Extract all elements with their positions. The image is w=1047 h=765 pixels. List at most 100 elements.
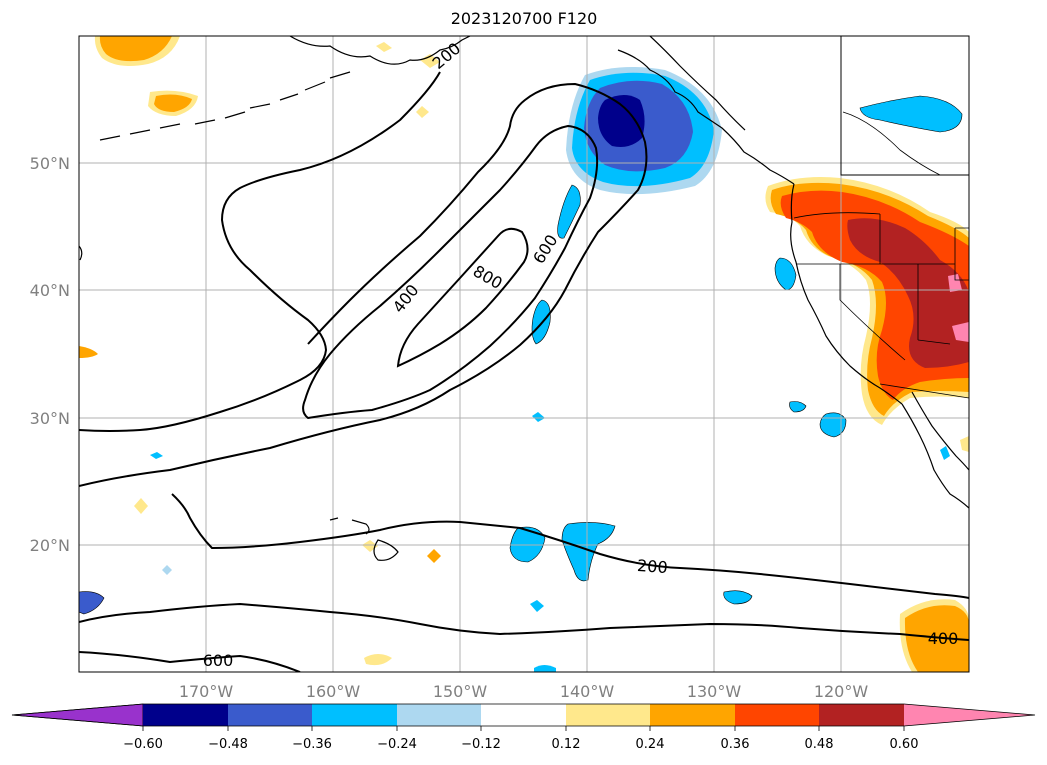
contour-200-pacific bbox=[79, 82, 648, 487]
coastlines bbox=[79, 36, 969, 561]
map-title: 2023120700 F120 bbox=[450, 9, 598, 28]
colorbar-extend-high bbox=[904, 704, 1035, 726]
contour-label-800: 800 bbox=[470, 261, 506, 293]
border-canada-us bbox=[840, 36, 969, 176]
warm-area-small-e bbox=[364, 654, 392, 666]
lon-tick-120w: 120°W bbox=[814, 682, 869, 701]
pink-area-us-west-b bbox=[952, 322, 969, 342]
coast-aleutians bbox=[99, 71, 351, 141]
colorbar-bin-6 bbox=[566, 704, 650, 726]
lon-tick-160w: 160°W bbox=[306, 682, 361, 701]
colorbar-bin-4 bbox=[397, 704, 481, 726]
warm-area-small-d bbox=[362, 540, 378, 552]
warm-area-small-i bbox=[960, 436, 969, 452]
coast-gulf-california bbox=[911, 391, 969, 471]
colorbar-tick-labels: −0.60 −0.48 −0.36 −0.24 −0.12 0.12 0.24 … bbox=[123, 737, 918, 752]
contour-400-south bbox=[79, 602, 969, 641]
coast-west-edge bbox=[79, 245, 83, 261]
warm-area-small-h bbox=[376, 42, 392, 52]
lon-tick-140w: 140°W bbox=[560, 682, 615, 701]
blue-blob-small-e bbox=[162, 565, 172, 575]
colorbar-bin-1 bbox=[143, 704, 228, 726]
colorbar-tick-label: 0.60 bbox=[890, 737, 919, 752]
warm-area-sw-orange bbox=[904, 605, 969, 672]
lat-tick-20: 20°N bbox=[30, 536, 70, 555]
colorbar-bin-7 bbox=[650, 704, 735, 726]
border-states bbox=[793, 212, 969, 399]
colorbar-tick-label: −0.36 bbox=[292, 737, 332, 752]
gridlines bbox=[79, 36, 969, 672]
contour-600-south bbox=[79, 651, 301, 672]
colorbar-bin-3 bbox=[312, 704, 397, 726]
contour-400-north bbox=[79, 71, 441, 432]
blue-blob-coast-c bbox=[789, 401, 807, 413]
coast-us-west bbox=[790, 183, 903, 405]
colorbar-tick-label: 0.48 bbox=[805, 737, 834, 752]
coast-bc-inland bbox=[649, 36, 746, 131]
pink-area-us-west-a bbox=[948, 274, 962, 292]
lon-tick-150w: 150°W bbox=[433, 682, 488, 701]
border-alaska-canada bbox=[842, 111, 941, 176]
height-contours bbox=[79, 71, 969, 672]
colorbar-tick-label: 0.24 bbox=[636, 737, 665, 752]
contour-400-inner bbox=[302, 124, 599, 420]
colorbar-bin-9 bbox=[819, 704, 904, 726]
blue-blob-canada bbox=[859, 95, 963, 133]
blue-blob-coast-b bbox=[819, 412, 847, 438]
contour-label-200-north: 200 bbox=[429, 39, 465, 73]
blue-blob-south-b bbox=[561, 522, 616, 582]
lat-tick-30: 30°N bbox=[30, 409, 70, 428]
warm-area-top-left-orange bbox=[99, 36, 172, 62]
blue-blob-small-b bbox=[532, 412, 545, 422]
lat-tick-50: 50°N bbox=[30, 154, 70, 173]
colorbar-tick-label: −0.60 bbox=[123, 737, 163, 752]
lat-tick-40: 40°N bbox=[30, 281, 70, 300]
colorbar-tick-label: −0.48 bbox=[208, 737, 248, 752]
coast-alaska-south bbox=[289, 36, 471, 65]
contour-label-200: 200 bbox=[636, 556, 668, 577]
coast-baja bbox=[901, 403, 969, 509]
contour-600 bbox=[171, 493, 969, 599]
warm-area-small-g bbox=[420, 54, 440, 68]
contour-800-core bbox=[396, 227, 529, 368]
contour-label-400-south: 400 bbox=[928, 629, 959, 648]
coast-hawaii bbox=[329, 517, 399, 561]
blue-blob-small-a bbox=[530, 600, 544, 612]
colorbar: −0.60 −0.48 −0.36 −0.24 −0.12 0.12 0.24 … bbox=[11, 703, 1036, 752]
blue-blob-coast-a bbox=[774, 257, 797, 291]
lon-tick-170w: 170°W bbox=[179, 682, 234, 701]
colorbar-tick-label: −0.12 bbox=[461, 737, 501, 752]
blue-blob-mid bbox=[531, 299, 551, 345]
blue-streak-south bbox=[557, 184, 581, 239]
colorbar-ticks bbox=[142, 726, 905, 731]
navy-area-gulf-alaska bbox=[598, 95, 645, 147]
blue-blob-small-d bbox=[150, 452, 163, 459]
lat-tick-labels: 50°N 40°N 30°N 20°N bbox=[30, 154, 70, 555]
contour-label-600-south: 600 bbox=[203, 651, 234, 670]
colorbar-bin-8 bbox=[735, 704, 819, 726]
colorbar-tick-label: 0.12 bbox=[552, 737, 581, 752]
blue-blob-small-f bbox=[940, 446, 950, 460]
warm-area-small-c bbox=[427, 549, 441, 563]
warm-area-small-a bbox=[79, 346, 98, 358]
map-area: 400 600 800 200 400 600 200 bbox=[79, 36, 969, 672]
warm-area-us-west-darkred bbox=[847, 218, 969, 368]
colorbar-extend-low bbox=[11, 703, 144, 727]
coast-se-alaska-bc bbox=[617, 49, 795, 185]
blue-blob-small-c bbox=[534, 665, 556, 672]
blue-blob-west bbox=[79, 591, 105, 615]
warm-area-pacific-a bbox=[154, 94, 192, 112]
colorbar-bin-5 bbox=[481, 704, 566, 726]
positive-anomaly-areas bbox=[79, 36, 969, 672]
lon-tick-130w: 130°W bbox=[687, 682, 742, 701]
colorbar-bin-2 bbox=[228, 704, 312, 726]
map-frame bbox=[78, 35, 970, 673]
blue-blob-south-c bbox=[723, 590, 753, 605]
warm-area-small-b bbox=[134, 498, 148, 514]
colorbar-tick-label: 0.36 bbox=[721, 737, 750, 752]
colorbar-tick-label: −0.24 bbox=[377, 737, 417, 752]
lon-tick-labels: 170°W 160°W 150°W 140°W 130°W 120°W bbox=[179, 682, 869, 701]
contour-label-400: 400 bbox=[389, 281, 423, 317]
warm-area-small-f bbox=[416, 106, 429, 118]
